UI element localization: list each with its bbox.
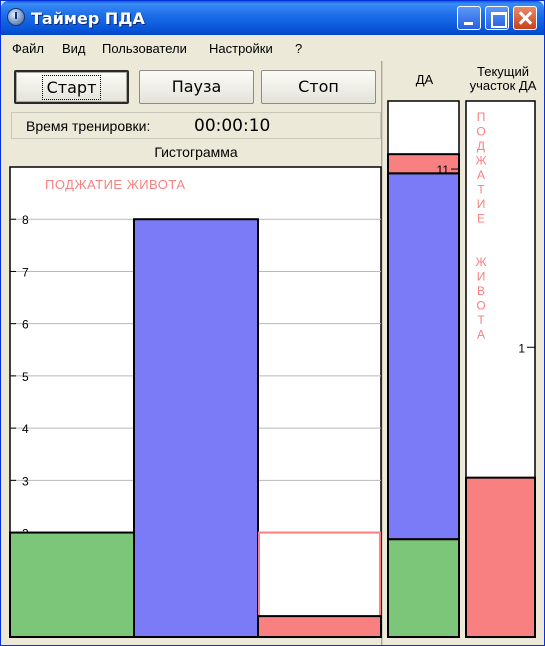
histogram-tick-label-3: 3 xyxy=(22,474,29,488)
current-vertical-label-char: В xyxy=(477,284,485,298)
training-time-value: 00:00:10 xyxy=(194,116,271,136)
current-panel-title-line1: Текущий xyxy=(477,64,529,79)
histogram-tick-label-6: 6 xyxy=(22,318,29,332)
da-panel-title: ДА xyxy=(415,72,434,87)
menu-bar: Файл Вид Пользователи Настройки ? xyxy=(1,35,544,61)
current-vertical-label-char xyxy=(479,226,482,240)
stop-button[interactable]: Стоп xyxy=(261,70,376,104)
current-panel-title-line2: участок ДА xyxy=(469,78,537,93)
current-vertical-label-char: Т xyxy=(477,313,485,327)
histogram-tick-label-8: 8 xyxy=(22,213,29,227)
menu-file[interactable]: Файл xyxy=(12,41,44,56)
pause-button[interactable]: Пауза xyxy=(139,70,254,104)
histogram-annotation: ПОДЖАТИЕ ЖИВОТА xyxy=(45,177,186,192)
start-button-label: Старт xyxy=(41,75,102,100)
current-vertical-label-char: Е xyxy=(477,212,485,226)
current-vertical-label-char: Т xyxy=(477,183,485,197)
current-vertical-label-char: И xyxy=(477,197,486,211)
title-bar[interactable]: Таймер ПДА xyxy=(1,1,544,35)
window-title: Таймер ПДА xyxy=(31,9,145,28)
menu-users[interactable]: Пользователи xyxy=(102,41,187,56)
da-segment-1 xyxy=(387,538,460,639)
maximize-button[interactable] xyxy=(485,6,509,30)
minimize-button[interactable] xyxy=(457,6,481,30)
menu-view[interactable]: Вид xyxy=(62,41,86,56)
histogram-bar-2 xyxy=(133,218,259,638)
training-time-panel: Время тренировки: 00:00:10 xyxy=(11,112,381,139)
timer-app-icon xyxy=(7,8,25,26)
menu-settings[interactable]: Настройки xyxy=(209,41,273,56)
current-vertical-label-char: Ж xyxy=(475,154,486,168)
current-vertical-label-char: О xyxy=(476,125,485,139)
histogram-tick-label-7: 7 xyxy=(22,265,29,279)
current-vertical-label-char: Д xyxy=(477,139,485,153)
menu-help[interactable]: ? xyxy=(295,41,303,56)
current-vertical-label-char: Ж xyxy=(475,255,486,269)
training-time-label: Время тренировки: xyxy=(26,118,151,134)
histogram-tick-label-5: 5 xyxy=(22,370,29,384)
current-vertical-label-char: О xyxy=(476,299,485,313)
histogram-tick-label-4: 4 xyxy=(22,422,29,436)
current-vertical-label-char: А xyxy=(477,328,485,342)
current-panel-title: Текущий участок ДА xyxy=(462,65,544,93)
current-tick-label-1: 1 xyxy=(518,341,525,355)
histogram-bar-3 xyxy=(257,615,382,638)
da-segment-2 xyxy=(387,172,460,541)
start-button[interactable]: Старт xyxy=(14,70,129,104)
da-tick-label-11: 11 xyxy=(437,163,450,177)
current-vertical-label-char xyxy=(479,241,482,255)
histogram-title: Гистограмма xyxy=(154,144,238,160)
current-vertical-label-char: И xyxy=(477,270,486,284)
close-button[interactable] xyxy=(513,6,537,30)
da-segment-3 xyxy=(387,153,460,175)
histogram-bar-1 xyxy=(9,531,135,638)
current-segment-1 xyxy=(465,476,536,638)
current-vertical-label-char: А xyxy=(477,168,485,182)
current-vertical-label-char: П xyxy=(477,110,486,124)
